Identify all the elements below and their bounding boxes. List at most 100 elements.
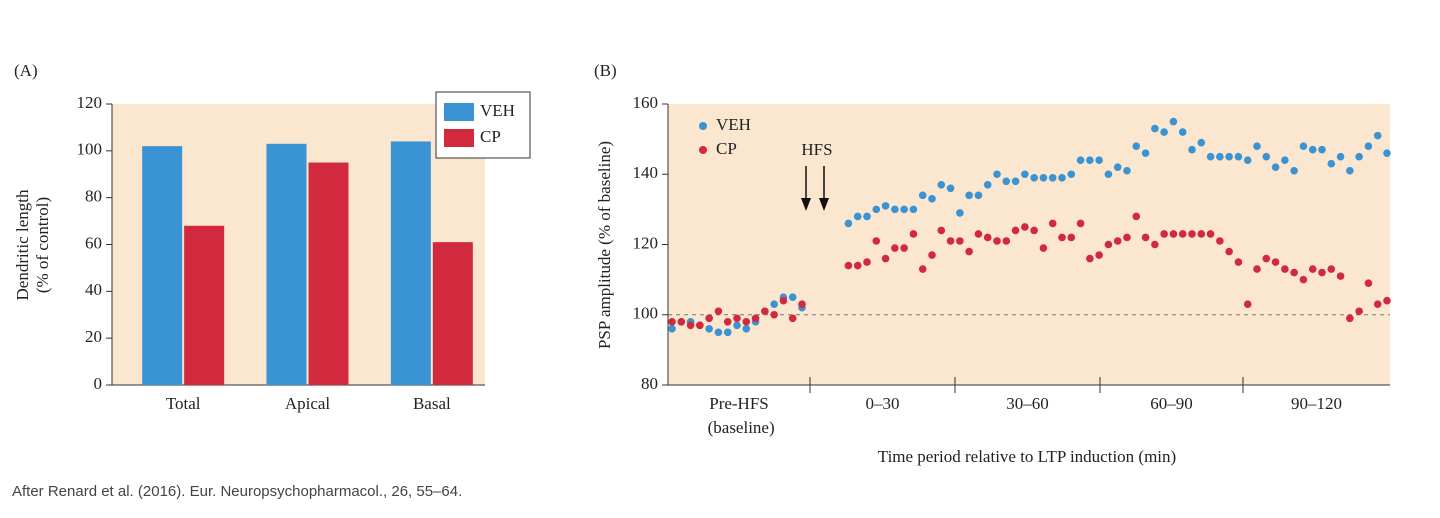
point — [1002, 237, 1011, 245]
y-axis-label: (% of control) — [33, 197, 52, 293]
point — [1086, 254, 1094, 263]
point — [1318, 268, 1326, 277]
point — [844, 219, 853, 228]
point — [1160, 128, 1168, 136]
legend-label: CP — [716, 139, 737, 158]
bar — [432, 242, 473, 385]
annotation: HFS — [801, 140, 832, 159]
bar — [390, 141, 431, 385]
point — [928, 195, 936, 203]
point — [956, 237, 964, 245]
point — [1355, 152, 1363, 161]
legend-swatch — [444, 103, 474, 121]
point — [1243, 156, 1252, 164]
point — [1383, 296, 1391, 305]
point — [1104, 240, 1113, 249]
x-tick-label: 90–120 — [1291, 394, 1342, 413]
point — [1197, 138, 1206, 147]
legend-label: VEH — [716, 115, 751, 134]
point — [742, 325, 751, 333]
point — [928, 251, 936, 259]
point — [1002, 177, 1011, 186]
point — [733, 321, 741, 330]
point — [1188, 230, 1196, 238]
point — [788, 293, 797, 301]
point — [863, 212, 871, 221]
point — [1160, 230, 1168, 238]
y-axis-label: PSP amplitude (% of baseline) — [595, 141, 614, 349]
legend-swatch — [444, 129, 474, 147]
point — [937, 180, 946, 189]
point — [714, 307, 723, 316]
point — [1141, 149, 1150, 157]
point — [1206, 152, 1215, 161]
point — [909, 230, 918, 238]
bar — [184, 225, 225, 385]
point — [1299, 275, 1308, 284]
y-tick-label: 100 — [77, 140, 103, 159]
point — [1327, 159, 1336, 168]
point — [993, 170, 1001, 179]
point — [798, 300, 806, 309]
point — [900, 244, 908, 252]
point — [1178, 230, 1187, 238]
point — [1234, 152, 1243, 161]
point — [1058, 233, 1066, 242]
point — [1141, 233, 1150, 242]
point — [1253, 142, 1261, 150]
point — [1262, 152, 1271, 161]
point — [1336, 272, 1345, 280]
point — [1355, 307, 1363, 316]
y-tick-label: 140 — [633, 163, 659, 182]
point — [779, 296, 788, 305]
bar — [308, 162, 349, 385]
point — [918, 191, 927, 200]
point — [761, 307, 769, 316]
point — [1011, 226, 1020, 235]
point — [1113, 237, 1122, 245]
point — [1318, 145, 1326, 154]
point — [983, 180, 992, 189]
point — [788, 314, 797, 323]
point — [900, 205, 908, 214]
y-tick-label: 160 — [633, 93, 659, 112]
point — [1067, 170, 1076, 179]
bar — [142, 146, 183, 385]
point — [668, 317, 676, 326]
point — [863, 258, 871, 266]
legend-label: CP — [480, 127, 501, 146]
point — [1206, 230, 1215, 238]
y-tick-label: 120 — [77, 93, 103, 112]
point — [881, 254, 890, 263]
point — [677, 317, 686, 326]
point — [1132, 212, 1141, 221]
point — [723, 328, 732, 337]
y-axis-label: Dendritic length — [13, 189, 32, 300]
point — [1308, 265, 1317, 273]
legend-label: VEH — [480, 101, 515, 120]
point — [1281, 265, 1289, 273]
point — [1178, 128, 1187, 136]
y-tick-label: 20 — [85, 327, 102, 346]
x-tick-label: Pre-HFS (baseline) — [703, 394, 774, 437]
point — [1197, 230, 1206, 238]
point — [872, 205, 881, 214]
panel-label: (B) — [594, 61, 617, 80]
point — [696, 321, 704, 330]
point — [1262, 254, 1271, 263]
point — [1346, 314, 1354, 323]
panel-label: (A) — [14, 61, 38, 80]
point — [1132, 142, 1141, 150]
point — [1076, 156, 1085, 164]
point — [1299, 142, 1308, 150]
x-tick-label: 0–30 — [866, 394, 900, 413]
point — [937, 226, 946, 235]
point — [1290, 166, 1298, 175]
point — [983, 233, 992, 242]
legend-marker — [699, 122, 707, 130]
point — [1076, 219, 1085, 228]
point — [1039, 244, 1048, 252]
point — [1030, 226, 1038, 235]
point — [1123, 233, 1131, 242]
